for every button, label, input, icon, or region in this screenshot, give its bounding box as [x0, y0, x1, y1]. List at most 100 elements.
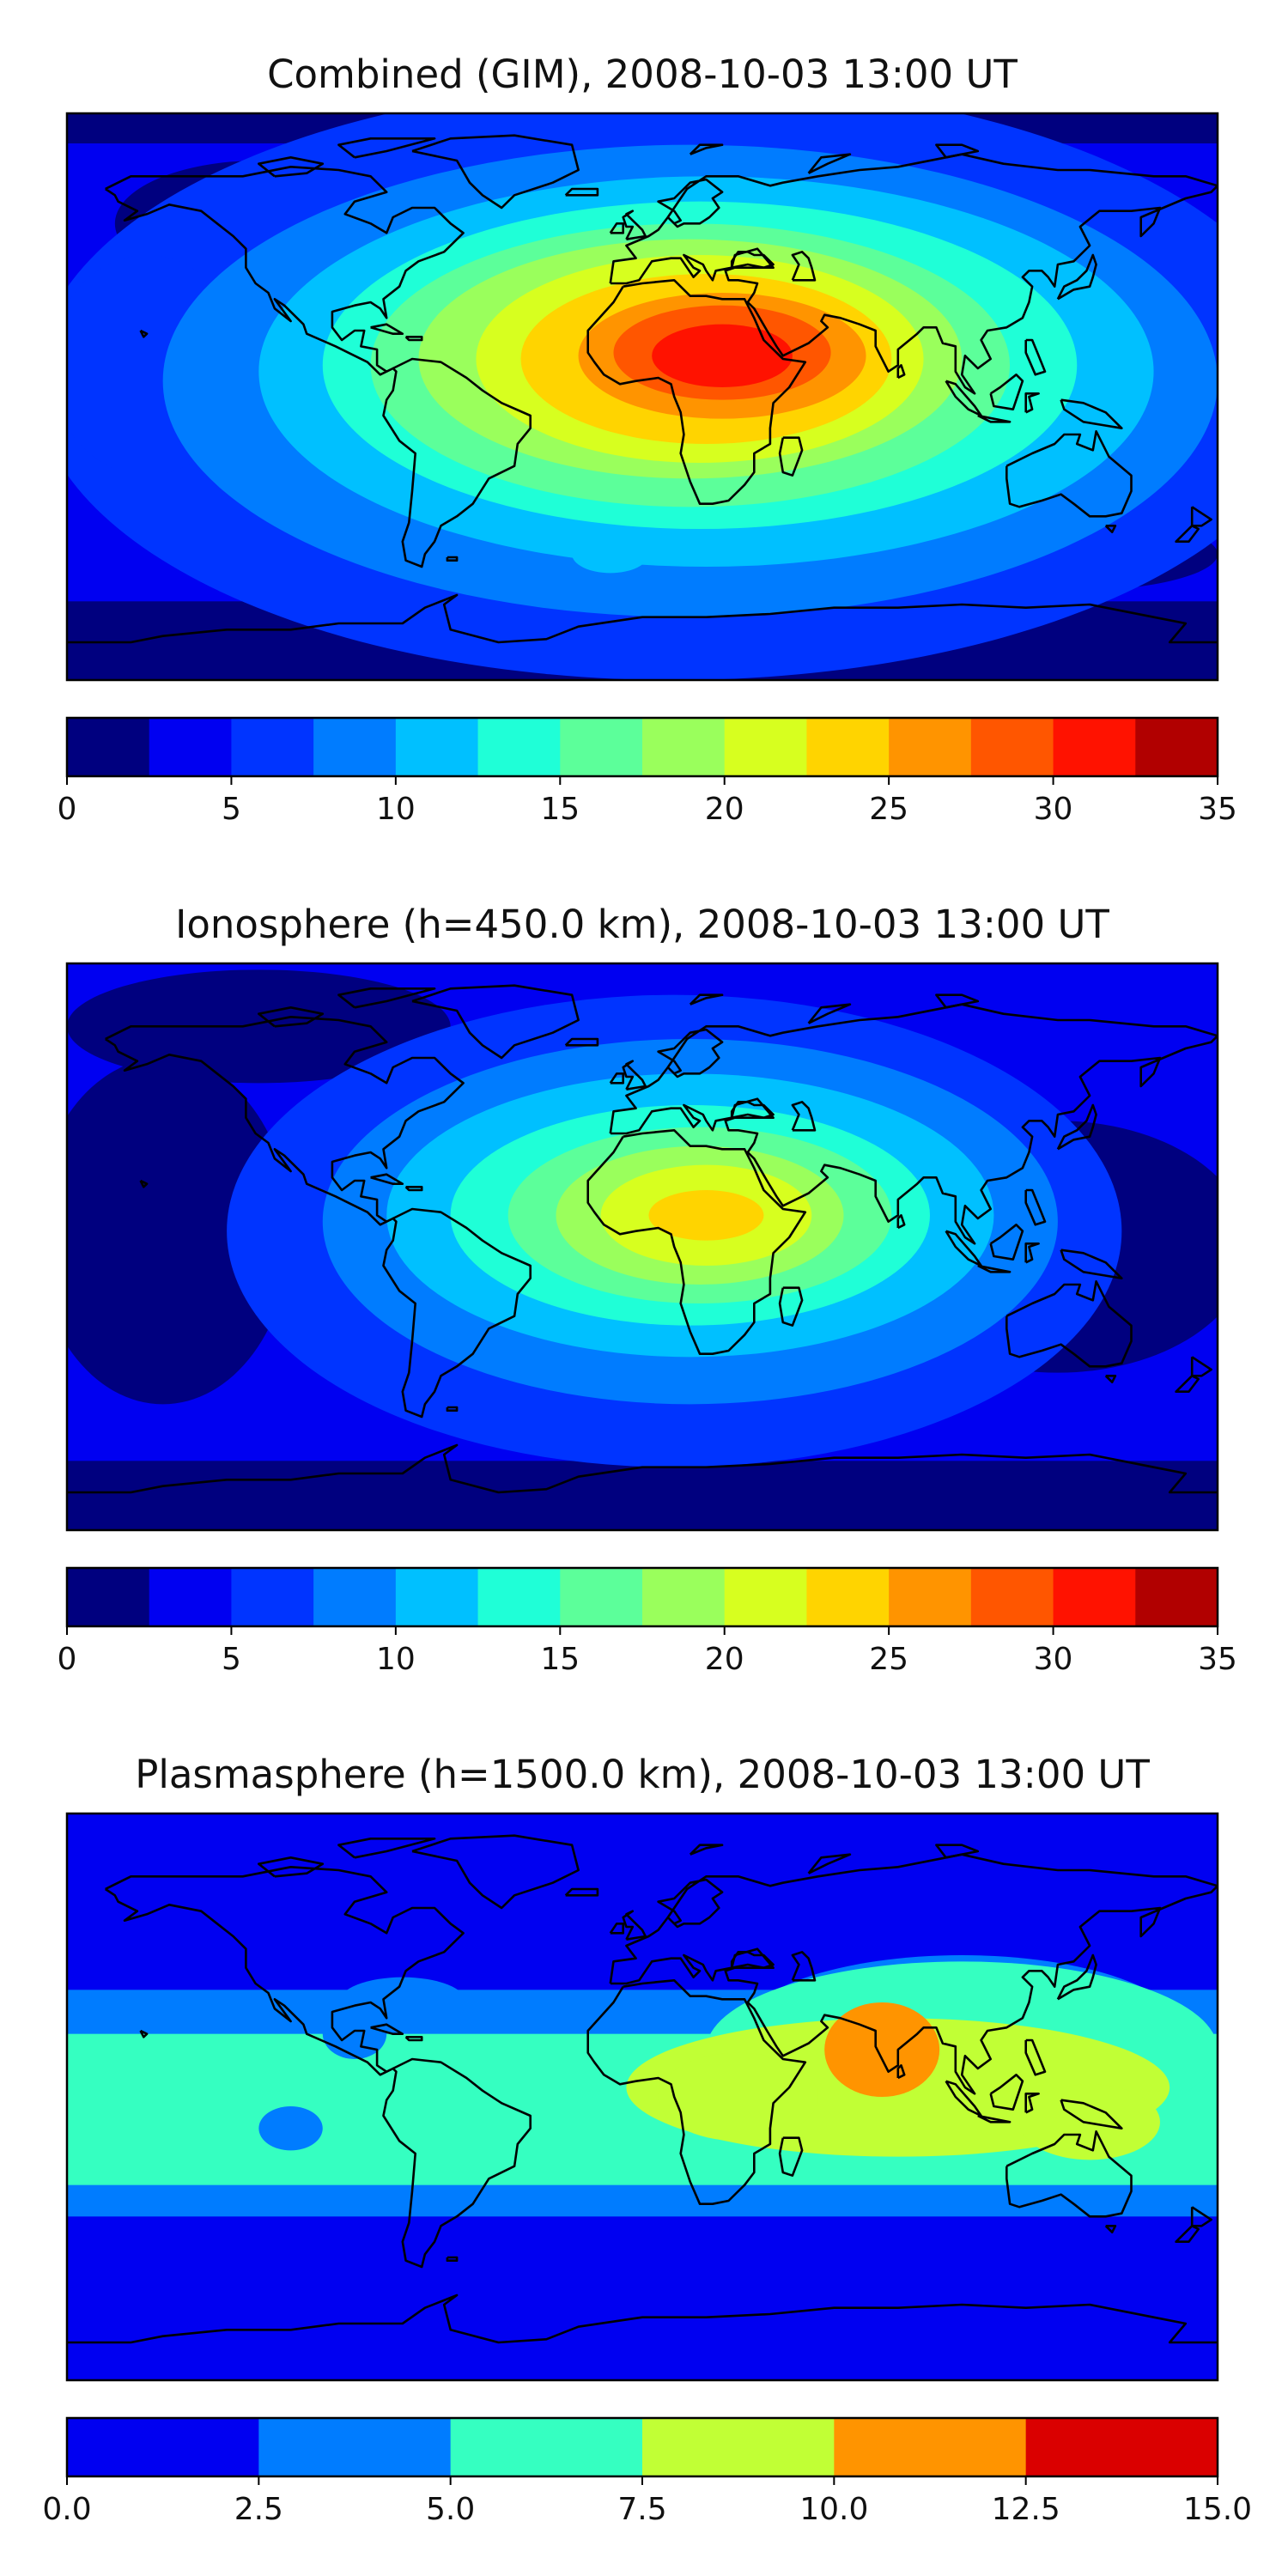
colorbar-tick-label: 25: [869, 792, 908, 827]
coastline: [791, 251, 817, 282]
colorbar-segment: [724, 718, 807, 776]
colorbar-tick-label: 15: [540, 1642, 580, 1677]
contour-region: [322, 2008, 387, 2060]
coastline: [1024, 2093, 1040, 2114]
coastline: [1056, 1953, 1097, 2001]
contour-region: [658, 2052, 818, 2142]
coastline: [622, 210, 647, 240]
coastline: [104, 166, 465, 376]
colorbar-tick-label: 7.5: [617, 2492, 666, 2527]
coastline: [404, 2036, 423, 2042]
coastline: [807, 1003, 852, 1024]
colorbar-segment: [560, 1568, 643, 1626]
colorbar-segment: [67, 718, 150, 776]
coastline: [1024, 392, 1040, 414]
coastline: [977, 414, 1012, 423]
coastline: [139, 1179, 149, 1188]
coastline: [1005, 430, 1133, 518]
colorbar-frame: [65, 716, 1219, 778]
colorbar-segment: [806, 1568, 890, 1626]
colorbar-tick-label: 12.5: [992, 2492, 1060, 2527]
colorbar-segment: [806, 718, 890, 776]
coastline: [139, 329, 149, 338]
coastline: [1104, 2225, 1117, 2233]
coastline: [778, 436, 804, 477]
colorbar-tick-label: 25: [869, 1642, 908, 1677]
coastline: [622, 1060, 647, 1091]
coastline: [807, 1853, 852, 1874]
colorbar-segment: [1025, 2418, 1218, 2476]
coastline: [609, 1072, 624, 1084]
coastline: [411, 1834, 580, 1910]
coastline: [791, 1101, 817, 1132]
coastline: [370, 323, 404, 335]
colorbar-segment: [477, 718, 561, 776]
coastline: [586, 279, 807, 505]
coastline: [1104, 525, 1117, 533]
panel-title: Ionosphere (h=450.0 km), 2008-10-03 13:0…: [175, 902, 1109, 947]
contour-region: [652, 324, 793, 388]
coastline: [622, 1910, 647, 1941]
map-frame: [65, 112, 1219, 682]
coastline: [896, 364, 906, 380]
coastline: [104, 1016, 465, 1226]
coastline: [730, 251, 775, 269]
coastline: [1060, 1249, 1123, 1279]
coastline: [67, 2293, 1218, 2344]
colorbar-segment: [1053, 1568, 1136, 1626]
colorbar-frame: [65, 1566, 1219, 1628]
coastline: [1190, 1356, 1212, 1377]
coastline: [730, 1101, 775, 1119]
colorbar-segment: [560, 718, 643, 776]
coastline: [1175, 1375, 1200, 1393]
colorbar-segment: [642, 718, 726, 776]
coastline: [564, 1887, 599, 1897]
colorbar-segment: [395, 1568, 479, 1626]
colorbar-segment: [834, 2418, 1027, 2476]
coastline: [1056, 253, 1097, 301]
coastline: [935, 143, 980, 159]
colorbar-segment: [67, 1568, 150, 1626]
coastline: [404, 1186, 423, 1192]
colorbar-segment: [1135, 1568, 1218, 1626]
coastline: [258, 1856, 325, 1878]
contour-region: [824, 2002, 940, 2097]
colorbar: 0.0 2.5 5.0 7.5 10.0 12.5 15.0: [42, 2416, 1252, 2527]
coastline: [977, 2114, 1012, 2123]
colorbar-tick-label: 10.0: [799, 2492, 868, 2527]
coastline: [1024, 1188, 1047, 1226]
coastline: [935, 1844, 980, 1859]
coastline: [586, 1979, 807, 2205]
coastline: [1060, 2099, 1123, 2129]
colorbar-segment: [149, 1568, 232, 1626]
panel-combined: Combined (GIM), 2008-10-03 13:00 UT 0 5 10…: [58, 52, 1237, 827]
colorbar-tick-label: 30: [1034, 792, 1073, 827]
coastline: [896, 2064, 906, 2080]
coastline: [1175, 525, 1200, 543]
map-frame: [65, 962, 1219, 1532]
colorbar-tick-label: 0: [58, 1642, 77, 1677]
colorbar-tick-label: 10: [376, 1642, 416, 1677]
coastline: [1060, 398, 1123, 429]
map-area: [67, 963, 1218, 1530]
coastline: [989, 2074, 1024, 2111]
colorbar-tick-label: 35: [1198, 1642, 1237, 1677]
coastline: [1005, 1280, 1133, 1368]
colorbar-tick-label: 20: [705, 792, 744, 827]
coastline: [258, 156, 325, 178]
colorbar-segment: [313, 718, 397, 776]
colorbar-tick-label: 15.0: [1183, 2492, 1252, 2527]
colorbar-tick-label: 20: [705, 1642, 744, 1677]
coastline: [1005, 2130, 1133, 2218]
coastline: [382, 2057, 532, 2269]
colorbar-tick-label: 5: [222, 792, 241, 827]
colorbar-segment: [149, 718, 232, 776]
colorbar-segment: [889, 1568, 972, 1626]
coastline: [446, 1406, 459, 1412]
coastline: [778, 2136, 804, 2177]
coastline: [977, 1264, 1012, 1273]
contour-region: [67, 1461, 1218, 1530]
coastline: [609, 1923, 624, 1935]
coastline: [989, 374, 1024, 410]
colorbar-segment: [313, 1568, 397, 1626]
